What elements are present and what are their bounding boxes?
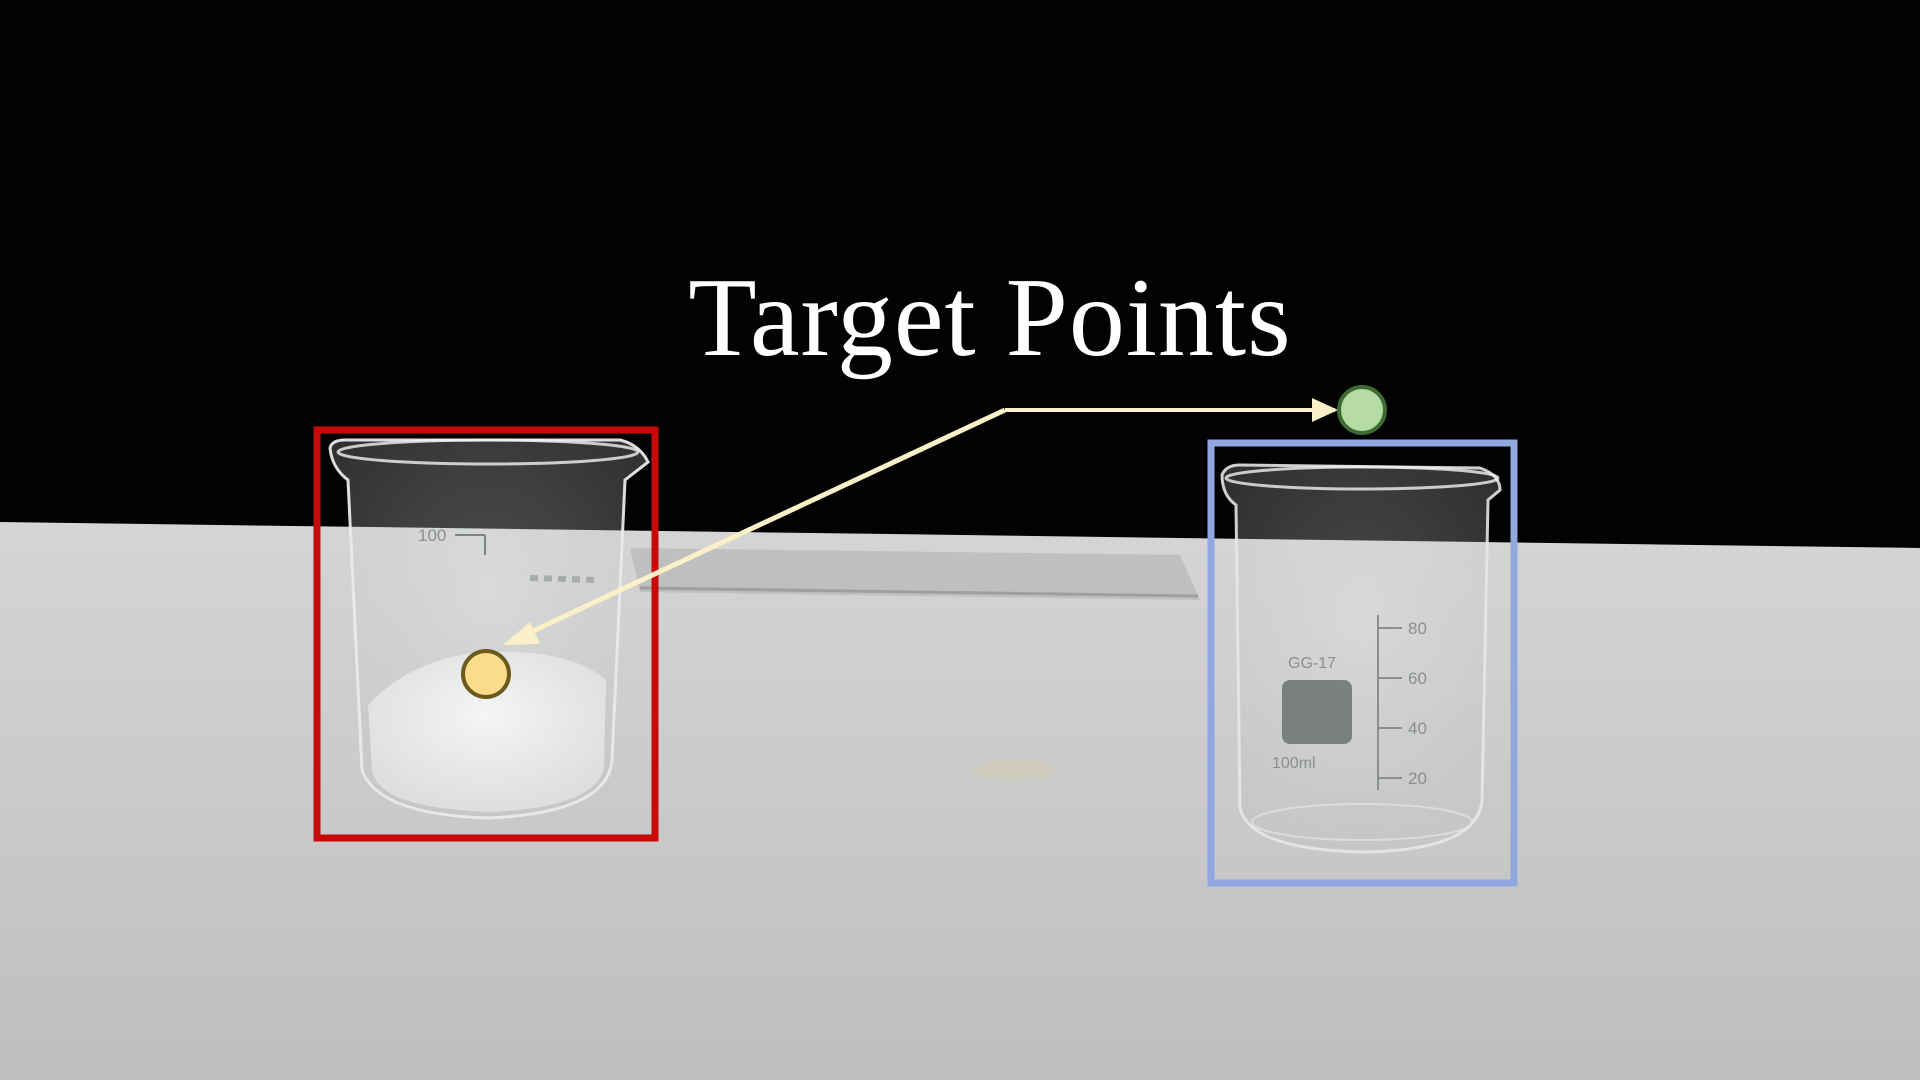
table-panel-edge (639, 586, 1199, 598)
scale-40: 40 (1408, 719, 1427, 738)
target-beaker-brand: GG-17 (1288, 655, 1336, 672)
beaker-label-patch (1282, 680, 1352, 744)
table-stain (973, 759, 1057, 781)
annotation-title: Target Points (688, 256, 1292, 380)
target-beaker: GG-17 100ml 80 60 40 20 (1220, 463, 1502, 854)
powder-contents (368, 651, 606, 812)
scale-20: 20 (1408, 769, 1427, 788)
source-bounding-box (313, 426, 659, 842)
arrow-to-source-point (516, 407, 1007, 641)
scale-80: 80 (1408, 619, 1427, 638)
target-beaker-volume: 100ml (1272, 755, 1316, 772)
target-bounding-box (1207, 439, 1518, 887)
arrowhead-target (1312, 398, 1338, 422)
source-beaker: 100 (328, 438, 650, 820)
source-target-point (461, 649, 511, 699)
table-panel (630, 548, 1200, 600)
destination-target-point (1337, 385, 1387, 435)
arrowhead-source (503, 622, 540, 645)
scale-60: 60 (1408, 669, 1427, 688)
source-beaker-marking: 100 (418, 526, 446, 545)
table-surface (0, 522, 1920, 1080)
